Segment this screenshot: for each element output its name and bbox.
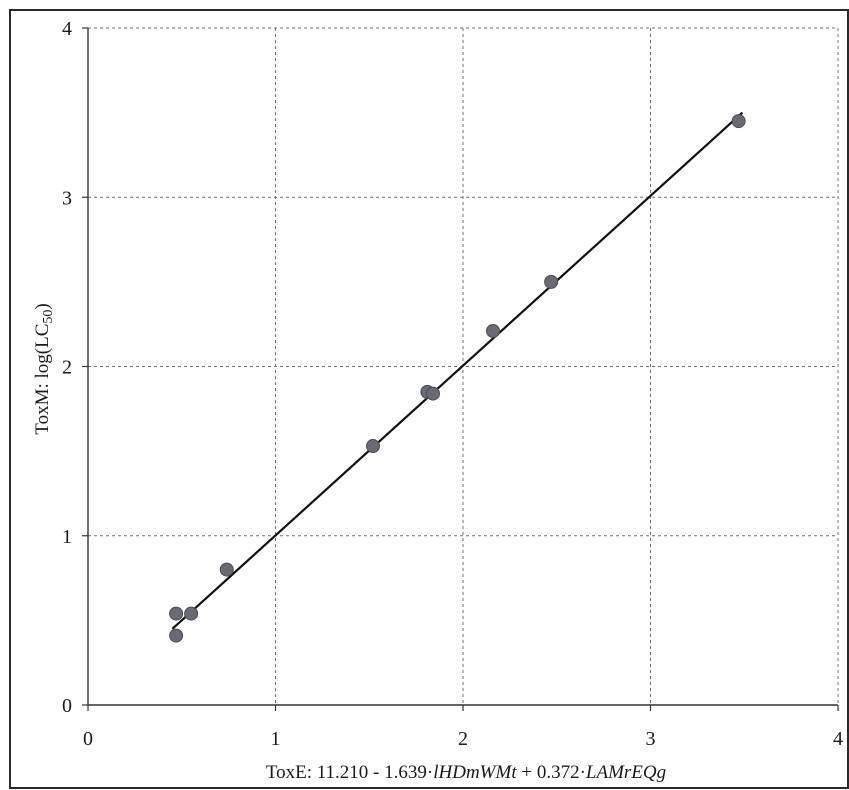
x-axis-label-term2: LAMrEQg: [585, 762, 666, 783]
x-tick-label: 0: [83, 728, 93, 750]
data-point: [486, 323, 500, 338]
x-tick-label: 4: [833, 728, 843, 750]
y-tick-label: 0: [62, 695, 72, 717]
data-point: [169, 628, 184, 643]
regression-line: [171, 111, 744, 630]
data-point: [544, 274, 559, 289]
y-tick-label: 2: [62, 357, 72, 379]
y-axis-label: ToxM: log(LC50): [32, 303, 56, 434]
x-axis-label-middle: + 0.372·: [517, 762, 586, 783]
data-point: [426, 386, 440, 401]
y-tick-label: 1: [62, 526, 72, 548]
x-axis-label-term1: lHDmWMt: [433, 762, 517, 783]
x-tick-label: 2: [458, 728, 468, 750]
y-tick-label: 4: [62, 18, 72, 40]
x-tick-label: 3: [646, 728, 656, 750]
tick-labels: 0 1 2 3 4 0 1 2 3 4: [62, 18, 843, 750]
x-axis-label-prefix: ToxE: 11.210 - 1.639·: [266, 762, 433, 783]
x-axis-label: ToxE: 11.210 - 1.639·lHDmWMt + 0.372·LAM…: [266, 762, 666, 783]
axes: [82, 27, 839, 711]
data-point: [219, 562, 234, 577]
data-point: [169, 606, 184, 621]
y-tick-label: 3: [62, 187, 72, 209]
x-tick-label: 1: [271, 728, 281, 750]
data-point: [731, 114, 746, 129]
data-points: [169, 114, 746, 643]
data-point: [184, 606, 199, 621]
data-point: [366, 439, 380, 454]
